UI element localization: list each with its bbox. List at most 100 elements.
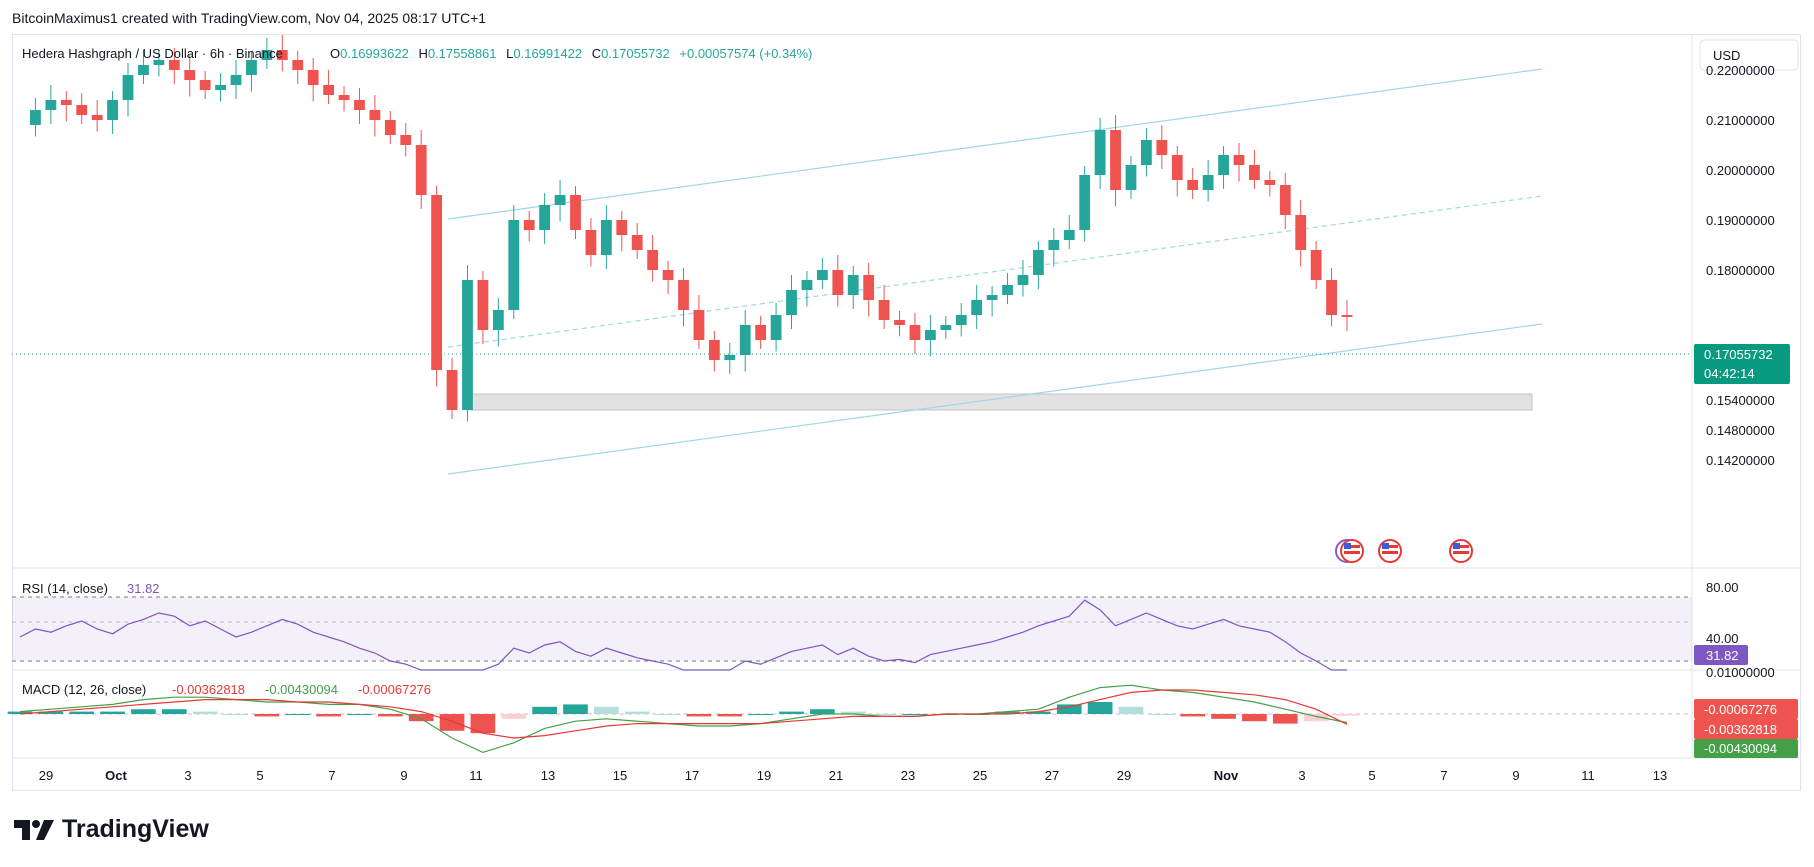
time-axis-label: 7: [1440, 768, 1447, 783]
candle: [292, 51, 304, 84]
macd-histogram-bar: [69, 711, 95, 714]
macd-histogram-bar: [1118, 706, 1144, 714]
macd-histogram-bar: [779, 711, 804, 714]
time-axis-label: 11: [469, 768, 483, 783]
currency-button: [1699, 39, 1799, 71]
channel-upper-line: [447, 68, 1543, 220]
candle: [30, 98, 41, 137]
candle: [1171, 146, 1183, 197]
candle: [847, 266, 859, 309]
candle: [600, 205, 612, 269]
time-axis-label: 5: [1368, 768, 1375, 783]
legend-open-value: 0.16993622: [340, 46, 409, 61]
candle: [585, 218, 597, 267]
candle: [940, 316, 952, 339]
time-axis: 29 Oct 3 5 7 9 11 13 15 17 19 21 23 25 27 29 Nov 3 5 7 9 11 13: [39, 768, 1667, 783]
time-axis-label: 11: [1581, 768, 1595, 783]
time-axis-label: 15: [613, 768, 627, 783]
time-axis-label: 7: [328, 768, 335, 783]
price-axis-label: 0.19000000: [1706, 213, 1775, 228]
rsi-level-80: 80.00: [1706, 580, 1739, 595]
candle: [554, 180, 566, 222]
macd-histogram-bar: [347, 714, 372, 715]
rsi-legend-value: 31.82: [127, 581, 160, 596]
price-axis-label: 0.20000000: [1706, 163, 1775, 178]
time-axis-label: 5: [256, 768, 263, 783]
time-axis-label: 27: [1045, 768, 1059, 783]
candle: [1202, 160, 1214, 202]
tradingview-logo-icon: [14, 819, 54, 840]
macd-histogram-bar: [594, 706, 619, 714]
economic-event-flags[interactable]: [1335, 539, 1473, 563]
macd-histogram-bar: [1056, 704, 1082, 714]
rsi-band: [12, 597, 1692, 661]
price-axis-label: 0.14800000: [1706, 423, 1775, 438]
candle: [832, 255, 844, 307]
candlestick-series: [30, 35, 1353, 422]
macd-histogram-bar: [1211, 714, 1236, 719]
candle: [708, 331, 720, 372]
legend-change: +0.00057574 (+0.34%): [679, 46, 812, 61]
candle: [616, 211, 628, 252]
candle: [122, 63, 134, 117]
candle: [971, 285, 983, 329]
macd-histogram-bar: [100, 711, 125, 714]
candle: [246, 51, 257, 92]
candle: [1233, 143, 1245, 182]
candle: [276, 35, 288, 72]
candle: [523, 211, 535, 242]
candle: [508, 205, 520, 319]
candle: [323, 70, 335, 104]
macd-signal-tag: [1694, 739, 1798, 758]
candle: [678, 268, 689, 327]
macd-line-tag-text: -0.00362818: [1704, 722, 1777, 737]
candle: [1295, 200, 1307, 267]
candle: [400, 123, 412, 157]
currency-label: USD: [1713, 48, 1740, 63]
candle: [647, 235, 659, 282]
macd-histogram-bar: [1272, 714, 1298, 724]
candle: [878, 285, 890, 329]
candle: [662, 261, 674, 294]
candle: [45, 85, 57, 124]
macd-histogram-bar: [408, 714, 434, 722]
rsi-title: RSI (14, close): [22, 581, 108, 596]
time-axis-label: 13: [1653, 768, 1667, 783]
time-axis-label: 17: [685, 768, 699, 783]
macd-signal-tag-text: -0.00430094: [1704, 741, 1777, 756]
signal-line: [19, 689, 1348, 739]
time-axis-label: Nov: [1214, 768, 1239, 783]
price-axis-label: 0.21000000: [1706, 113, 1775, 128]
macd-histogram-bar: [748, 714, 773, 715]
time-axis-label: 23: [901, 768, 915, 783]
brand-name: TradingView: [62, 815, 209, 843]
rsi-line: [19, 599, 1347, 671]
price-chart[interactable]: Hedera Hashgraph / US Dollar · 6h · Bina…: [0, 0, 1814, 800]
time-axis-label: 19: [757, 768, 771, 783]
price-axis-label: 0.15400000: [1706, 393, 1775, 408]
macd-histogram-bar: [624, 711, 650, 714]
macd-histogram-bar: [1149, 714, 1175, 715]
candle: [307, 58, 319, 102]
macd-histogram-bar: [563, 704, 588, 714]
tradingview-brand[interactable]: TradingView: [14, 815, 209, 844]
macd-histogram-bar: [871, 714, 897, 715]
macd-histogram-bar: [316, 714, 341, 717]
candle: [60, 91, 72, 122]
macd-histogram-bar: [1242, 714, 1267, 722]
candle: [107, 91, 118, 134]
candle: [338, 86, 350, 112]
macd-histogram-bar: [38, 711, 64, 714]
time-axis-label: 9: [1512, 768, 1519, 783]
candle: [184, 55, 196, 97]
candle: [199, 71, 211, 99]
macd-histogram-bar: [840, 711, 866, 714]
macd-histogram-bar: [902, 714, 928, 715]
macd-histogram-bar: [810, 709, 835, 714]
time-axis-label: 25: [973, 768, 987, 783]
legend-low-label: L: [506, 46, 513, 61]
macd-histogram-bar: [377, 714, 403, 717]
macd-histogram-bar: [1026, 711, 1051, 714]
candle: [1279, 173, 1291, 229]
time-axis-label: 29: [1117, 768, 1131, 783]
